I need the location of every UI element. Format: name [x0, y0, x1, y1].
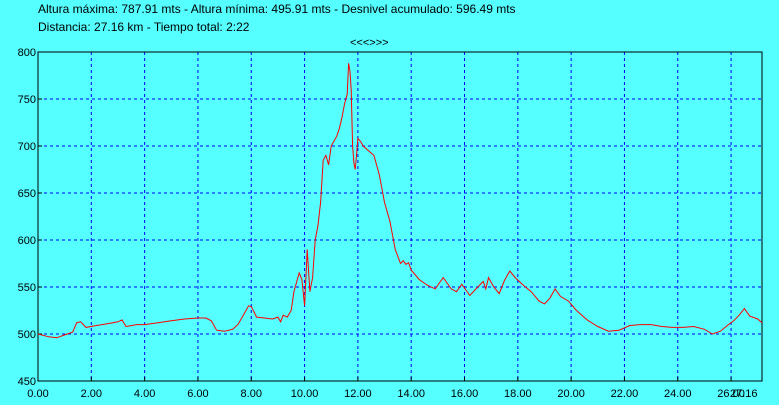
x-tick-label: 14.00	[397, 388, 425, 400]
y-tick-label: 650	[18, 188, 36, 200]
y-tick-label: 750	[18, 94, 36, 106]
x-tick-label: 26.00	[717, 388, 745, 400]
y-tick-label: 450	[18, 376, 36, 388]
elevation-summary: Altura máxima: 787.91 mts - Altura mínim…	[38, 2, 516, 16]
y-tick-label: 700	[18, 141, 36, 153]
y-axis-ticks: 450 500 550 600 650 700 750 800	[18, 47, 42, 388]
plot-frame	[37, 51, 763, 382]
x-tick-label: 10.00	[291, 388, 319, 400]
x-tick-label: 6.00	[187, 388, 208, 400]
y-tick-label: 800	[18, 47, 36, 59]
y-tick-label: 500	[18, 329, 36, 341]
y-tick-label: 550	[18, 282, 36, 294]
navigation-arrows-button[interactable]: <<<>>>	[350, 37, 389, 49]
elevation-line	[37, 63, 763, 339]
chart-grid	[38, 52, 762, 381]
x-tick-label: 16.00	[451, 388, 479, 400]
x-tick-label: 20.00	[557, 388, 585, 400]
x-tick-label: 24.00	[664, 388, 692, 400]
x-tick-label: 18.00	[504, 388, 532, 400]
x-tick-label: 2.00	[81, 388, 102, 400]
x-tick-label: 8.00	[241, 388, 262, 400]
y-tick-label: 600	[18, 235, 36, 247]
x-tick-label: 4.00	[134, 388, 155, 400]
x-axis-ticks: 0.00 2.00 4.00 6.00 8.00 10.00 12.00 14.00 16.00…	[27, 377, 763, 400]
distance-time-summary: Distancia: 27.16 km - Tiempo total: 2:22	[38, 20, 250, 34]
x-tick-label: 22.00	[611, 388, 639, 400]
x-tick-label: 0.00	[27, 388, 48, 400]
x-tick-label: 27.16	[730, 388, 758, 400]
x-tick-label: 12.00	[344, 388, 372, 400]
